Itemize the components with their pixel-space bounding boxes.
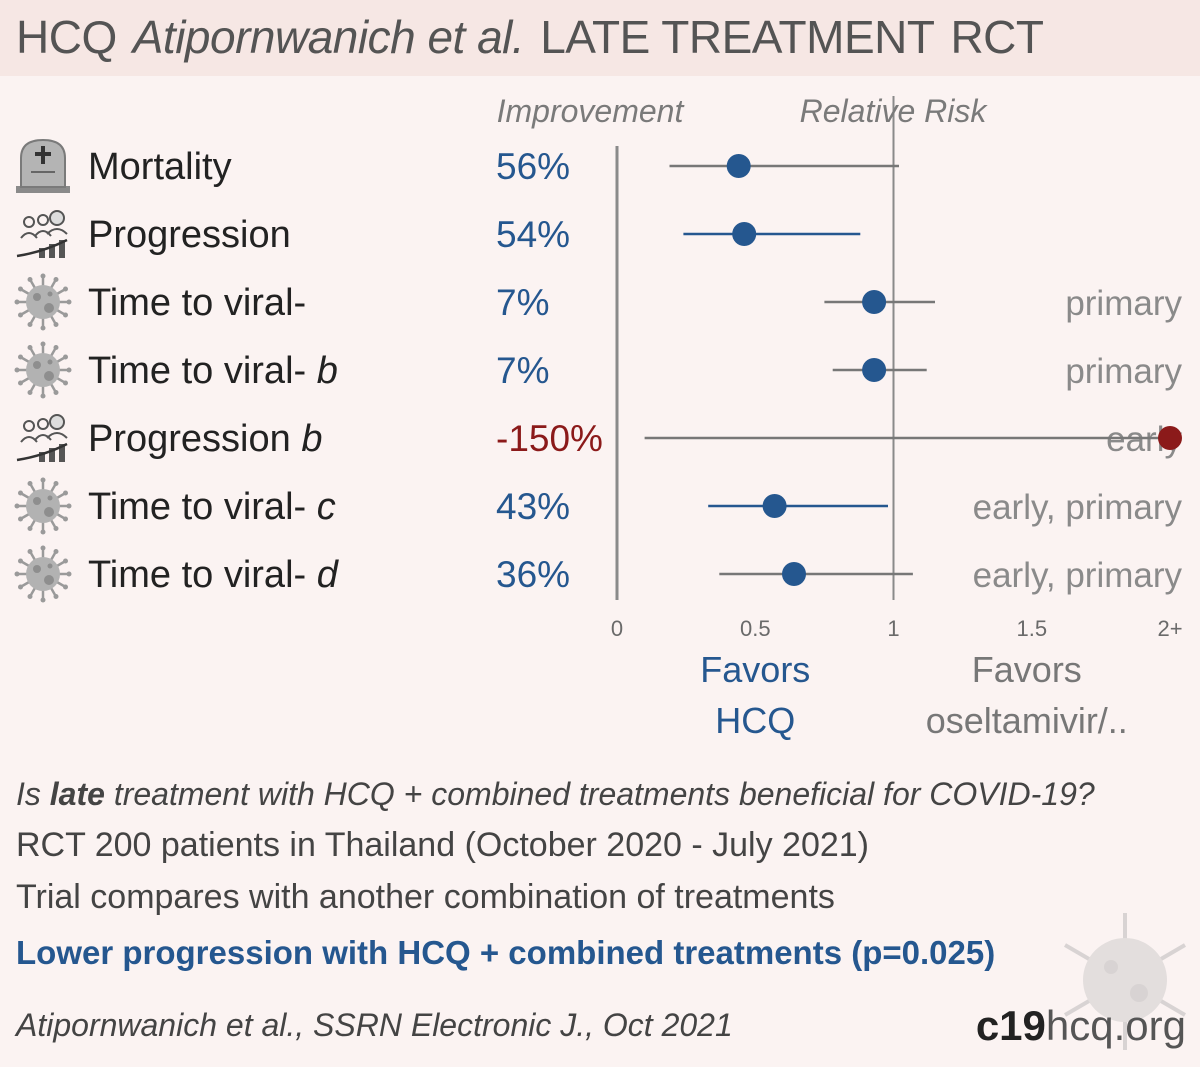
study-comparison: Trial compares with another combination … bbox=[16, 878, 835, 916]
virus-icon bbox=[14, 273, 72, 331]
citation: Atipornwanich et al., SSRN Electronic J.… bbox=[16, 1007, 733, 1043]
effect-point bbox=[862, 290, 887, 314]
outcome-label: Mortality bbox=[88, 146, 232, 188]
effect-point bbox=[762, 494, 787, 518]
axis-tick-label: 1 bbox=[887, 616, 899, 641]
effect-point bbox=[1158, 426, 1182, 450]
improvement-value: 43% bbox=[496, 486, 570, 527]
relative-risk-column-header: Relative Risk bbox=[800, 93, 989, 129]
improvement-value: -150% bbox=[496, 418, 603, 459]
outcome-note: early, primary bbox=[973, 556, 1183, 595]
question-prefix: Is bbox=[16, 776, 50, 812]
axis-tick-label: 2+ bbox=[1157, 616, 1182, 641]
improvement-value: 36% bbox=[496, 554, 570, 595]
effect-point bbox=[726, 154, 751, 178]
title-drug: HCQ bbox=[16, 11, 117, 63]
outcome-label: Time to viral- d bbox=[88, 554, 340, 596]
effect-point bbox=[862, 358, 887, 382]
favors-control-label: Favors bbox=[972, 649, 1082, 690]
outcome-row: Time to viral- 7% primary bbox=[14, 273, 1182, 331]
outcome-label: Time to viral- b bbox=[88, 350, 338, 392]
favors-control-label: oseltamivir/.. bbox=[926, 700, 1128, 741]
outcome-note: early, primary bbox=[973, 488, 1183, 527]
progression-icon bbox=[16, 414, 68, 462]
axis-tick-label: 0.5 bbox=[740, 616, 771, 641]
axis-tick-label: 0 bbox=[611, 616, 623, 641]
improvement-value: 7% bbox=[496, 282, 549, 323]
title-authors: Atipornwanich et al. bbox=[132, 11, 525, 63]
outcome-note: primary bbox=[1065, 284, 1182, 323]
question-emphasis: late bbox=[49, 776, 105, 812]
outcome-row: Time to viral- d 36% early, primary bbox=[14, 545, 1183, 603]
outcome-row: Mortality 56% bbox=[16, 138, 899, 193]
study-conclusion: Lower progression with HCQ + combined tr… bbox=[16, 934, 996, 971]
favors-treatment-label: Favors bbox=[700, 649, 810, 690]
virus-icon bbox=[14, 341, 72, 399]
virus-icon bbox=[14, 477, 72, 535]
page-title: HCQ Atipornwanich et al. LATE TREATMENT RCT bbox=[16, 10, 1044, 64]
axis-tick-label: 1.5 bbox=[1017, 616, 1048, 641]
outcome-row: Progression 54% bbox=[16, 210, 861, 258]
outcome-row: Time to viral- b 7% primary bbox=[14, 341, 1182, 399]
outcome-label: Time to viral- c bbox=[88, 486, 336, 528]
improvement-value: 56% bbox=[496, 146, 570, 187]
outcome-row: Time to viral- c 43% early, primary bbox=[14, 477, 1183, 535]
improvement-value: 54% bbox=[496, 214, 570, 255]
brand-domain: hcq.org bbox=[1045, 1002, 1186, 1049]
tombstone-icon bbox=[16, 138, 70, 193]
forest-plot: Improvement Relative Risk Mortality 56% Pr… bbox=[14, 93, 1183, 741]
brand-bold: c19 bbox=[975, 1002, 1046, 1049]
site-brand[interactable]: c19hcq.org bbox=[976, 1002, 1186, 1050]
study-summary: RCT 200 patients in Thailand (October 20… bbox=[16, 826, 870, 864]
header-bar: HCQ Atipornwanich et al. LATE TREATMENT RCT bbox=[0, 0, 1200, 76]
outcome-note: primary bbox=[1065, 352, 1182, 391]
question-suffix: treatment with HCQ + combined treatments… bbox=[104, 776, 1095, 812]
outcome-label: Progression b bbox=[88, 418, 322, 460]
outcome-label: Time to viral- bbox=[88, 282, 306, 324]
outcome-label: Progression bbox=[88, 214, 291, 256]
background-virus-icon bbox=[1063, 913, 1187, 1050]
improvement-value: 7% bbox=[496, 350, 549, 391]
title-stage: LATE TREATMENT bbox=[540, 11, 935, 63]
virus-icon bbox=[14, 545, 72, 603]
study-question: Is late treatment with HCQ + combined tr… bbox=[16, 776, 1095, 813]
favors-treatment-label: HCQ bbox=[715, 700, 795, 741]
title-design: RCT bbox=[950, 11, 1044, 63]
effect-point bbox=[782, 562, 806, 586]
outcome-row: Progression b -150% early bbox=[16, 414, 1182, 462]
improvement-column-header: Improvement bbox=[497, 93, 685, 129]
effect-point bbox=[732, 222, 757, 246]
progression-icon bbox=[16, 210, 68, 258]
